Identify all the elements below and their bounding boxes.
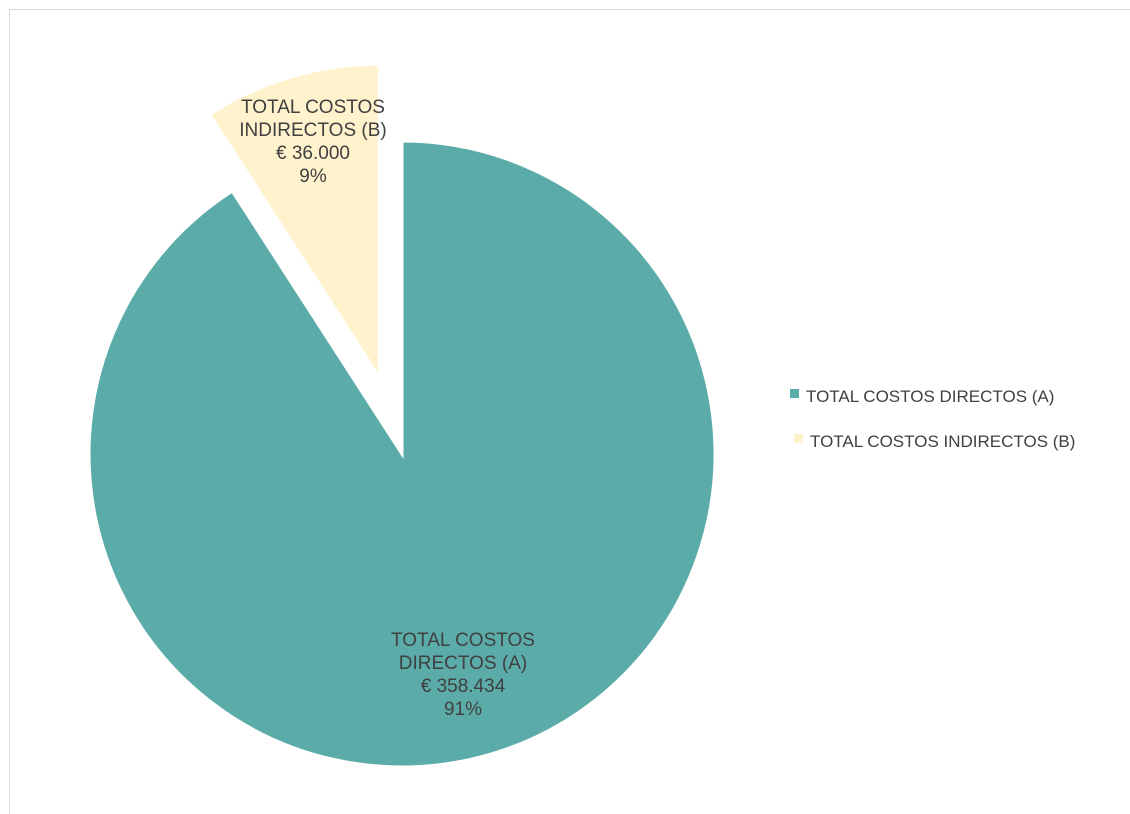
label-directos: TOTAL COSTOS DIRECTOS (A) € 358.434 91% [391, 630, 535, 720]
slice-labels: TOTAL COSTOS DIRECTOS (A) € 358.434 91%TOTA… [239, 97, 535, 720]
legend-swatch [790, 389, 799, 398]
legend-item-indirectos: TOTAL COSTOS INDIRECTOS (B) [794, 432, 1075, 451]
legend-swatch [794, 434, 803, 443]
pie-slices [87, 62, 717, 769]
label-line-2: DIRECTOS (A) [399, 653, 527, 674]
chart-frame [9, 9, 1130, 814]
legend-label: TOTAL COSTOS DIRECTOS (A) [806, 387, 1054, 406]
value-label: € 358.434 [421, 676, 506, 697]
label-line-1: TOTAL COSTOS [241, 97, 385, 118]
percent-label: 9% [299, 166, 327, 187]
percent-label: 91% [444, 699, 482, 720]
label-indirectos: TOTAL COSTOS INDIRECTOS (B) € 36.000 9% [239, 97, 386, 187]
label-line-2: INDIRECTOS (B) [239, 120, 386, 141]
legend-item-directos: TOTAL COSTOS DIRECTOS (A) [790, 387, 1054, 406]
slice-indirectos [207, 62, 381, 383]
value-label: € 36.000 [276, 143, 350, 164]
label-line-1: TOTAL COSTOS [391, 630, 535, 651]
legend-label: TOTAL COSTOS INDIRECTOS (B) [810, 432, 1075, 451]
slice-directos [87, 139, 717, 769]
legend: TOTAL COSTOS DIRECTOS (A) TOTAL COSTOS IN… [790, 387, 1075, 451]
